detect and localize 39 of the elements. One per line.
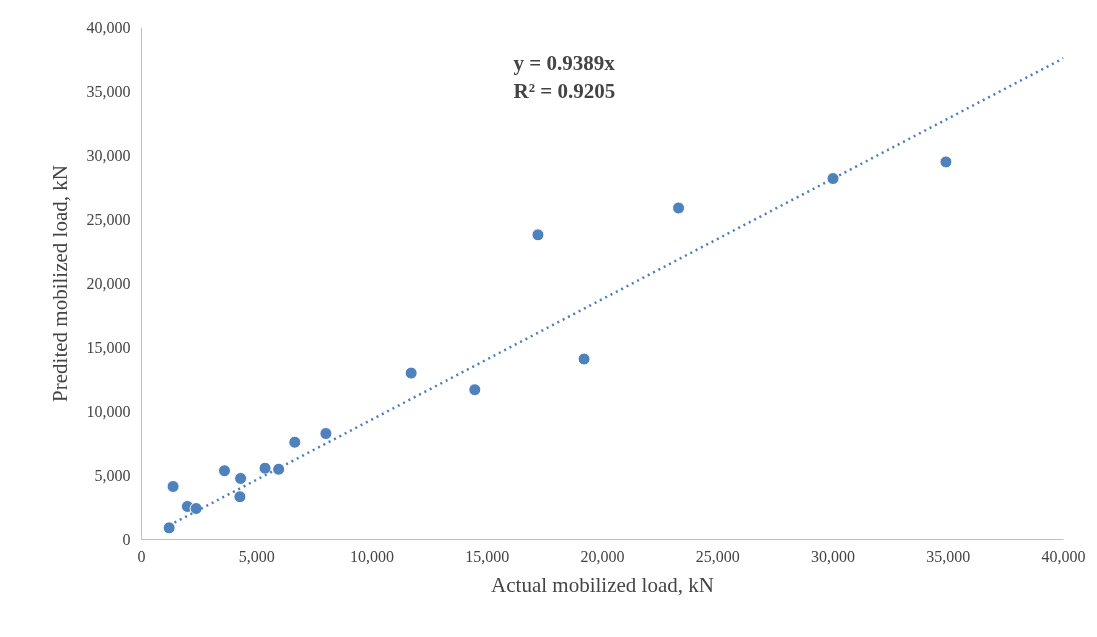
x-axis-title: Actual mobilized load, kN	[491, 572, 714, 597]
x-tick-label: 30,000	[811, 547, 855, 565]
y-tick-label: 0	[122, 531, 131, 548]
x-tick-label: 25,000	[695, 547, 740, 565]
y-tick-label: 35,000	[86, 83, 131, 100]
point	[404, 366, 418, 380]
point	[166, 480, 180, 493]
point	[939, 155, 953, 169]
point	[672, 201, 686, 215]
y-axis-title: Predited mobilized load, kN	[47, 165, 72, 402]
point	[272, 462, 286, 476]
y-tick-label: 15,000	[86, 339, 131, 356]
point	[217, 464, 231, 478]
y-tick-label: 10,000	[86, 403, 131, 420]
y-tick-label: 25,000	[86, 211, 131, 228]
x-tick-label: 15,000	[465, 547, 510, 565]
point	[162, 521, 176, 535]
x-tick-label: 20,000	[580, 547, 625, 565]
x-tick-label: 5,000	[238, 547, 275, 565]
point	[234, 471, 248, 485]
annotation: y = 0.9389x	[513, 50, 616, 75]
point	[189, 502, 203, 516]
y-tick-label: 5,000	[94, 467, 131, 484]
point	[577, 352, 591, 366]
x-tick-label: 40,000	[1041, 547, 1086, 565]
point	[233, 490, 247, 504]
y-tick-label: 30,000	[86, 147, 131, 164]
point	[288, 435, 302, 449]
x-tick-label: 10,000	[350, 547, 394, 565]
x-tick-label: 0	[137, 547, 146, 565]
y-tick-label: 40,000	[86, 19, 131, 36]
point	[826, 172, 840, 186]
y-tick-label: 20,000	[86, 275, 131, 292]
point	[468, 383, 482, 397]
point	[531, 228, 545, 242]
point	[319, 427, 333, 440]
x-tick-label: 35,000	[926, 547, 971, 565]
point	[258, 461, 272, 475]
annotation: R² = 0.9205	[513, 78, 616, 103]
